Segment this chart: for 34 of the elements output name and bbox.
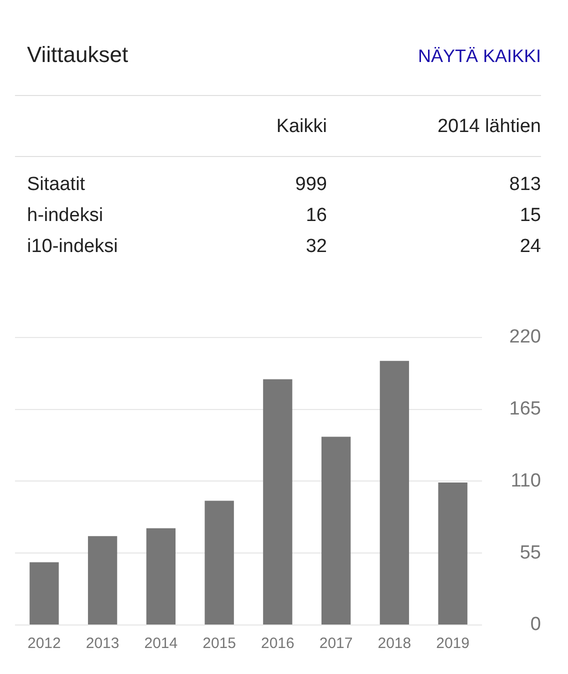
x-tick-label: 2017 <box>319 635 353 652</box>
text: 999 <box>295 174 327 196</box>
x-tick-label: 2014 <box>144 635 178 652</box>
text: NÄYTÄ KAIKKI <box>418 46 541 67</box>
bar <box>380 360 410 624</box>
bar <box>438 482 468 624</box>
y-tick-label: 0 <box>530 614 541 636</box>
x-tick-label: 2016 <box>261 635 294 652</box>
text: Sitaatit <box>27 174 86 196</box>
text: 15 <box>520 205 541 227</box>
text: Viittaukset <box>27 42 128 68</box>
bar <box>321 436 351 624</box>
text: i10-indeksi <box>27 236 118 258</box>
y-tick-label: 55 <box>520 542 541 564</box>
text: h-indeksi <box>27 205 104 227</box>
text: 32 <box>306 236 327 258</box>
bar <box>146 528 176 624</box>
text: 2014 lähtien <box>437 116 541 138</box>
bar <box>263 379 292 624</box>
text: 16 <box>306 205 327 227</box>
y-tick-label: 110 <box>510 470 541 492</box>
text: Kaikki <box>276 116 327 138</box>
x-tick-label: 2019 <box>436 635 470 652</box>
text: 24 <box>520 236 541 258</box>
y-tick-label: 220 <box>509 326 541 348</box>
x-tick-label: 2013 <box>86 635 120 652</box>
x-tick-label: 2015 <box>202 635 236 652</box>
text: 813 <box>509 174 541 196</box>
x-tick-label: 2012 <box>28 635 61 652</box>
x-tick-label: 2018 <box>378 635 412 652</box>
bar <box>88 536 118 624</box>
y-tick-label: 165 <box>509 398 541 420</box>
bar <box>30 562 59 624</box>
bar <box>204 500 234 624</box>
